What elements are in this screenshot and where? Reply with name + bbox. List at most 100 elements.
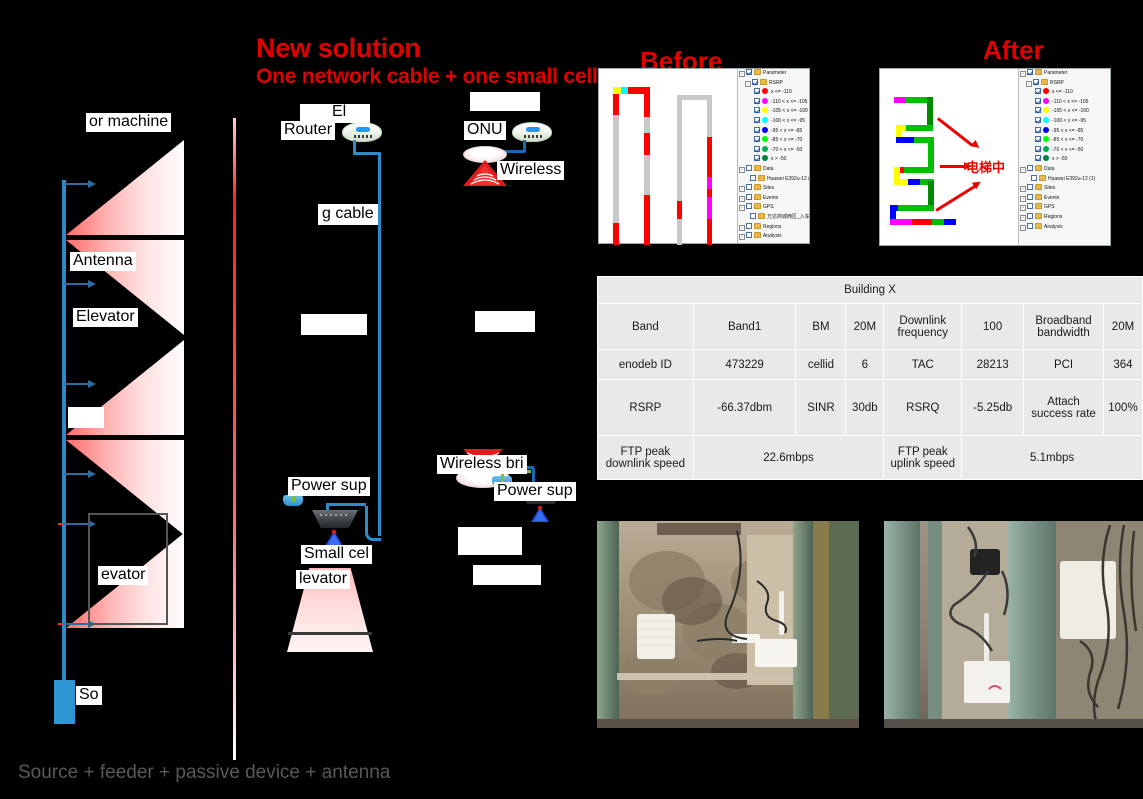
before-layer-tree[interactable]: - Parameter - RSRP x <= -110 -110 < x <= -105… xyxy=(737,69,809,243)
checkbox[interactable] xyxy=(754,107,760,114)
legend-row-7[interactable]: x > -50 xyxy=(1019,155,1110,165)
legend-row-2[interactable]: -105 < x <= -100 xyxy=(1019,107,1110,117)
expand-icon[interactable]: - xyxy=(739,166,745,173)
tree-node-5[interactable]: - Regions xyxy=(1019,212,1110,223)
expand-icon[interactable]: - xyxy=(1020,195,1026,202)
table-cell: 100% xyxy=(1102,379,1143,436)
checkbox[interactable] xyxy=(1035,145,1041,152)
legend-row-3[interactable]: -100 < x <= -95 xyxy=(738,116,809,127)
checkbox[interactable] xyxy=(1035,88,1041,95)
tree-node-4[interactable]: - GPS xyxy=(738,203,809,213)
table-title-cell: Building X xyxy=(597,276,1143,304)
tree-node-rsrp[interactable]: - RSRP xyxy=(1019,78,1110,89)
tree-node-1[interactable]: Huawei E392u-12 (1) xyxy=(738,174,809,185)
expand-icon[interactable]: - xyxy=(1020,71,1026,77)
tree-node-6[interactable]: - Analysis xyxy=(1019,222,1110,233)
checkbox[interactable] xyxy=(1027,203,1033,210)
tree-node-1[interactable]: Huawei E392u-12 (1) xyxy=(1019,174,1110,185)
checkbox[interactable] xyxy=(754,88,760,95)
checkbox[interactable] xyxy=(1035,107,1041,114)
checkbox[interactable] xyxy=(1031,174,1037,181)
tree-node-6[interactable]: - Regions xyxy=(738,222,809,233)
legend-row-4[interactable]: -95 < x <= -85 xyxy=(1019,126,1110,137)
expand-icon[interactable]: - xyxy=(1020,205,1026,212)
tree-label: RSRP xyxy=(769,79,783,86)
checkbox[interactable] xyxy=(746,203,752,210)
tree-node-parameter[interactable]: - Parameter xyxy=(738,69,809,79)
vertical-divider-top xyxy=(233,118,236,202)
checkbox[interactable] xyxy=(1035,116,1041,123)
checkbox[interactable] xyxy=(1033,78,1039,85)
legend-row-0[interactable]: x <= -110 xyxy=(738,88,809,98)
tree-node-rsrp[interactable]: - RSRP xyxy=(738,78,809,89)
after-layer-tree[interactable]: - Parameter - RSRP x <= -110 -110 < x <= -105… xyxy=(1018,69,1110,245)
tree-node-0[interactable]: - Data xyxy=(1019,164,1110,175)
label-elevator-shaft: Elevator xyxy=(73,308,138,327)
path-segment xyxy=(644,87,650,117)
checkbox[interactable] xyxy=(746,222,752,229)
legend-color-swatch xyxy=(1043,145,1049,152)
checkbox[interactable] xyxy=(754,97,760,104)
legend-row-5[interactable]: -85 < x <= -70 xyxy=(1019,136,1110,146)
table-cell: Downlink frequency xyxy=(883,303,963,350)
after-map-area: 电梯中 xyxy=(880,69,1018,245)
checkbox[interactable] xyxy=(746,232,752,239)
legend-row-2[interactable]: -105 < x <= -100 xyxy=(738,107,809,117)
checkbox[interactable] xyxy=(1027,222,1033,229)
legend-row-6[interactable]: -70 < x <= -50 xyxy=(1019,145,1110,156)
path-segment xyxy=(894,167,900,183)
checkbox[interactable] xyxy=(746,164,752,171)
legend-row-5[interactable]: -85 < x <= -70 xyxy=(738,136,809,146)
tree-node-0[interactable]: - Data xyxy=(738,164,809,175)
checkbox[interactable] xyxy=(1027,184,1033,191)
expand-icon[interactable]: - xyxy=(1020,186,1026,193)
checkbox[interactable] xyxy=(1035,155,1041,162)
tree-node-3[interactable]: - Events xyxy=(1019,193,1110,204)
checkbox[interactable] xyxy=(746,193,752,200)
checkbox[interactable] xyxy=(750,174,756,181)
legend-row-0[interactable]: x <= -110 xyxy=(1019,88,1110,98)
expand-icon[interactable]: - xyxy=(739,234,745,241)
legend-row-1[interactable]: -110 < x <= -105 xyxy=(738,97,809,108)
legend-row-4[interactable]: -95 < x <= -85 xyxy=(738,126,809,137)
before-screenshot: - Parameter - RSRP x <= -110 -110 < x <= -105… xyxy=(598,68,810,245)
legend-row-6[interactable]: -70 < x <= -50 xyxy=(738,145,809,156)
legend-row-7[interactable]: x > -50 xyxy=(738,155,809,165)
expand-icon[interactable]: - xyxy=(739,71,745,77)
checkbox[interactable] xyxy=(1027,164,1033,171)
checkbox[interactable] xyxy=(754,155,760,162)
tree-node-2[interactable]: - Sites xyxy=(1019,184,1110,194)
expand-icon[interactable]: - xyxy=(739,186,745,193)
checkbox[interactable] xyxy=(752,78,758,85)
expand-icon[interactable]: - xyxy=(1026,80,1032,87)
checkbox[interactable] xyxy=(754,116,760,123)
expand-icon[interactable]: - xyxy=(1020,224,1026,231)
antenna-connector xyxy=(64,523,90,525)
expand-icon[interactable]: - xyxy=(1020,214,1026,221)
expand-icon[interactable]: - xyxy=(739,195,745,202)
checkbox[interactable] xyxy=(1035,97,1041,104)
checkbox[interactable] xyxy=(754,145,760,152)
checkbox[interactable] xyxy=(746,69,752,75)
tree-node-5[interactable]: 万达商城西区_入车... xyxy=(738,212,809,223)
checkbox[interactable] xyxy=(750,212,756,219)
checkbox[interactable] xyxy=(1027,212,1033,219)
checkbox[interactable] xyxy=(746,184,752,191)
tree-node-3[interactable]: - Events xyxy=(738,193,809,204)
legend-row-3[interactable]: -100 < x <= -95 xyxy=(1019,116,1110,127)
legend-row-1[interactable]: -110 < x <= -105 xyxy=(1019,97,1110,108)
checkbox[interactable] xyxy=(1027,193,1033,200)
expand-icon[interactable]: - xyxy=(1020,166,1026,173)
expand-icon[interactable]: - xyxy=(739,224,745,231)
tree-node-parameter[interactable]: - Parameter xyxy=(1019,69,1110,79)
checkbox[interactable] xyxy=(1027,69,1033,75)
checkbox[interactable] xyxy=(754,136,760,143)
expand-icon[interactable]: - xyxy=(745,80,751,87)
checkbox[interactable] xyxy=(1035,126,1041,133)
tree-node-4[interactable]: - GPS xyxy=(1019,203,1110,213)
tree-node-7[interactable]: - Analysis xyxy=(738,232,809,242)
expand-icon[interactable]: - xyxy=(739,205,745,212)
checkbox[interactable] xyxy=(1035,136,1041,143)
tree-node-2[interactable]: - Sites xyxy=(738,184,809,194)
checkbox[interactable] xyxy=(754,126,760,133)
